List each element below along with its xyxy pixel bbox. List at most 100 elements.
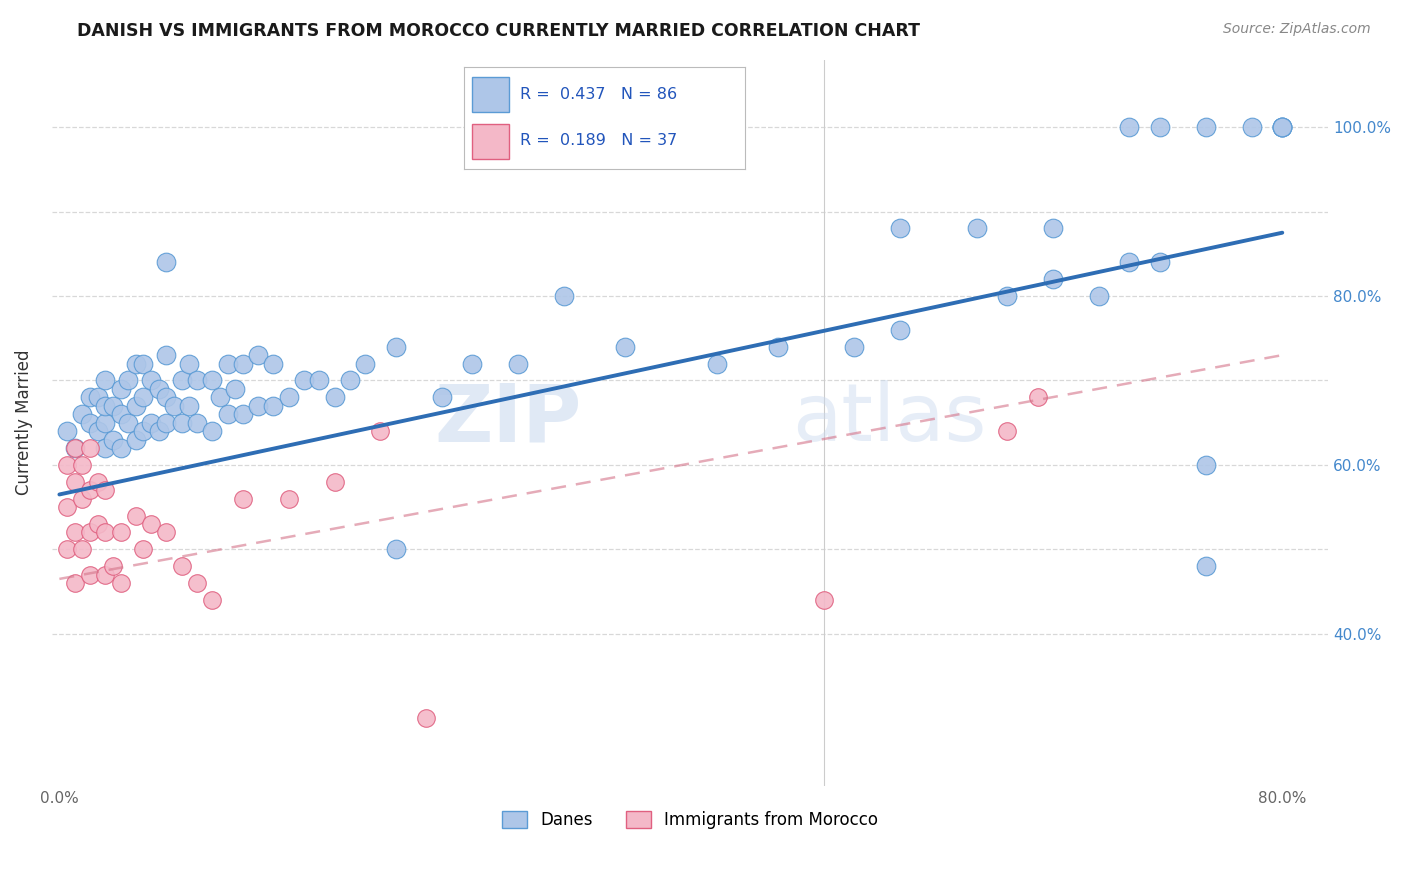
- Point: [1240, 120, 1263, 135]
- Point: [247, 399, 270, 413]
- Point: [163, 399, 186, 413]
- Point: [292, 374, 315, 388]
- Point: [117, 374, 139, 388]
- Point: [79, 390, 101, 404]
- Point: [170, 559, 193, 574]
- Point: [79, 441, 101, 455]
- Point: [1149, 255, 1171, 269]
- Point: [208, 390, 231, 404]
- Point: [94, 441, 117, 455]
- Point: [170, 416, 193, 430]
- Point: [101, 399, 124, 413]
- Point: [339, 374, 361, 388]
- Point: [430, 390, 453, 404]
- Point: [132, 357, 155, 371]
- Point: [1042, 272, 1064, 286]
- Point: [232, 491, 254, 506]
- Point: [110, 576, 132, 591]
- Point: [132, 424, 155, 438]
- Point: [995, 424, 1018, 438]
- Point: [132, 390, 155, 404]
- Point: [56, 500, 79, 515]
- Point: [155, 348, 177, 362]
- Point: [139, 516, 162, 531]
- Point: [179, 357, 201, 371]
- Point: [370, 424, 392, 438]
- Point: [232, 407, 254, 421]
- Point: [110, 382, 132, 396]
- Point: [224, 382, 246, 396]
- Point: [155, 416, 177, 430]
- Point: [63, 525, 86, 540]
- Point: [86, 390, 108, 404]
- Point: [63, 441, 86, 455]
- FancyBboxPatch shape: [472, 77, 509, 112]
- Point: [94, 416, 117, 430]
- Point: [201, 424, 224, 438]
- Point: [217, 407, 239, 421]
- Point: [262, 399, 284, 413]
- Point: [94, 525, 117, 540]
- Point: [79, 483, 101, 498]
- Point: [94, 374, 117, 388]
- Point: [1042, 221, 1064, 235]
- Point: [186, 374, 208, 388]
- Point: [217, 357, 239, 371]
- Point: [101, 433, 124, 447]
- Text: ZIP: ZIP: [434, 380, 582, 458]
- Point: [766, 340, 789, 354]
- Point: [125, 357, 148, 371]
- Point: [1195, 120, 1218, 135]
- Text: Source: ZipAtlas.com: Source: ZipAtlas.com: [1223, 22, 1371, 37]
- Point: [56, 458, 79, 472]
- Point: [148, 424, 170, 438]
- Point: [94, 399, 117, 413]
- Point: [1088, 289, 1111, 303]
- Point: [63, 441, 86, 455]
- Text: R =  0.437   N = 86: R = 0.437 N = 86: [520, 87, 678, 102]
- Point: [232, 357, 254, 371]
- Point: [155, 390, 177, 404]
- FancyBboxPatch shape: [472, 124, 509, 159]
- Point: [79, 525, 101, 540]
- Point: [56, 424, 79, 438]
- Point: [63, 475, 86, 489]
- Point: [308, 374, 330, 388]
- Point: [117, 416, 139, 430]
- Point: [72, 542, 94, 557]
- Point: [94, 567, 117, 582]
- Point: [132, 542, 155, 557]
- Point: [889, 323, 911, 337]
- Point: [148, 382, 170, 396]
- Point: [110, 525, 132, 540]
- Point: [179, 399, 201, 413]
- Point: [1271, 120, 1294, 135]
- Text: DANISH VS IMMIGRANTS FROM MOROCCO CURRENTLY MARRIED CORRELATION CHART: DANISH VS IMMIGRANTS FROM MOROCCO CURREN…: [77, 22, 921, 40]
- Point: [170, 374, 193, 388]
- Legend: Danes, Immigrants from Morocco: Danes, Immigrants from Morocco: [495, 804, 884, 836]
- Point: [415, 711, 437, 725]
- Point: [323, 390, 346, 404]
- Point: [506, 357, 529, 371]
- Point: [155, 525, 177, 540]
- Point: [1195, 458, 1218, 472]
- Point: [86, 424, 108, 438]
- Point: [86, 516, 108, 531]
- Point: [247, 348, 270, 362]
- Point: [63, 576, 86, 591]
- Point: [110, 441, 132, 455]
- Point: [72, 407, 94, 421]
- Point: [139, 416, 162, 430]
- Point: [155, 255, 177, 269]
- Point: [1118, 120, 1140, 135]
- Point: [186, 576, 208, 591]
- Point: [1195, 559, 1218, 574]
- Point: [110, 407, 132, 421]
- Point: [72, 491, 94, 506]
- Point: [614, 340, 637, 354]
- Point: [844, 340, 866, 354]
- Point: [706, 357, 728, 371]
- Text: atlas: atlas: [792, 380, 987, 458]
- Point: [461, 357, 484, 371]
- Point: [384, 340, 406, 354]
